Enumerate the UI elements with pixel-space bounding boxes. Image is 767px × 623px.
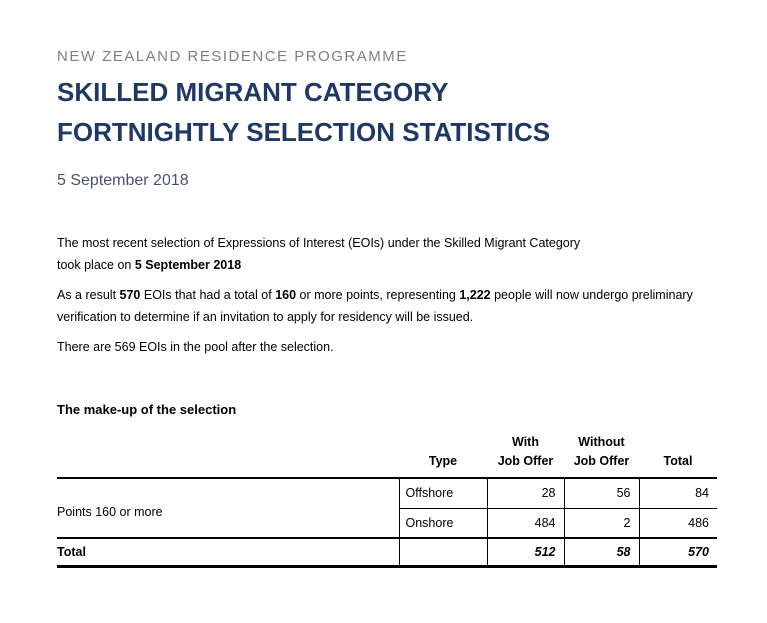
header-total: Total [639,431,717,479]
type-offshore: Offshore [398,478,487,509]
selection-date-bold: 5 September 2018 [134,258,242,272]
paragraph-pool-remaining: There are 569 EOIs in the pool after the… [57,340,334,354]
total-row-type-empty [398,537,487,568]
onshore-with-job-offer: 484 [486,508,564,538]
eoi-count-bold: 570 [119,288,141,302]
offshore-total: 84 [638,478,717,509]
table-heading: The make-up of the selection [57,402,237,417]
onshore-total: 486 [638,508,717,538]
page-title: SKILLED MIGRANT CATEGORY FORTNIGHTLY SEL… [57,72,727,152]
table-row-onshore: Onshore 484 2 486 [57,508,717,538]
intro-text: The most recent selection of Expressions… [57,232,757,358]
page-title-line2: FORTNIGHTLY SELECTION STATISTICS [57,117,551,147]
table-row-total: Total 512 58 570 [57,537,717,568]
paragraph-selection-date: The most recent selection of Expressions… [57,236,581,272]
total-overall: 570 [638,537,717,568]
programme-kicker: NEW ZEALAND RESIDENCE PROGRAMME [57,48,408,65]
total-without-job-offer: 58 [563,537,639,568]
offshore-with-job-offer: 28 [486,478,564,509]
total-row-label: Total [57,537,399,568]
points-threshold-bold: 160 [275,288,297,302]
selection-makeup-table: Type With Job Offer Without Job Offer To… [57,431,717,568]
document-date: 5 September 2018 [57,172,189,189]
header-without-job-offer: Without Job Offer [564,431,639,479]
row-label-points-160: Points 160 or more [57,478,399,539]
header-with-job-offer: With Job Offer [487,431,564,479]
offshore-without-job-offer: 56 [563,478,639,509]
page-title-line1: SKILLED MIGRANT CATEGORY [57,77,449,107]
type-onshore: Onshore [398,508,487,538]
header-empty [57,431,399,479]
total-with-job-offer: 512 [486,537,564,568]
onshore-without-job-offer: 2 [563,508,639,538]
people-count-bold: 1,222 [459,288,491,302]
table-header-row: Type With Job Offer Without Job Offer To… [57,431,717,479]
paragraph-selection-result: As a result 570 EOIs that had a total of… [57,288,693,324]
header-type: Type [399,431,487,479]
table-row-offshore: Points 160 or more Offshore 28 56 84 [57,478,717,539]
